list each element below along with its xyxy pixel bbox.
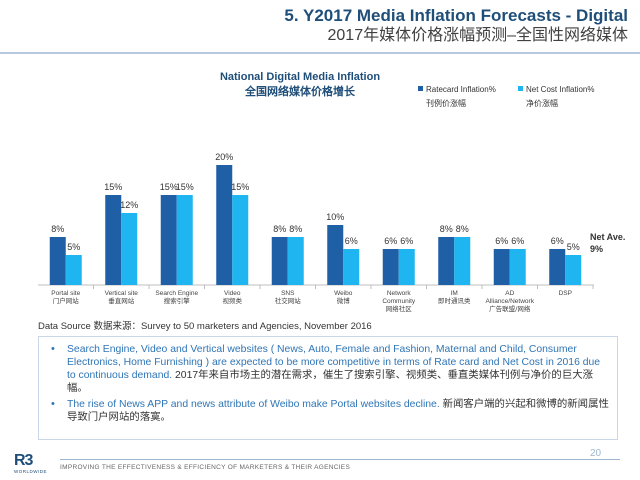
x-tick-label: SNS xyxy=(281,290,295,297)
data-label: 10% xyxy=(326,212,344,222)
bar xyxy=(438,237,455,285)
slide-title-en: 5. Y2017 Media Inflation Forecasts - Dig… xyxy=(284,6,628,25)
data-label: 15% xyxy=(160,182,178,192)
x-tick-label: AD xyxy=(505,290,514,297)
legend-label-zh: 净价涨幅 xyxy=(526,98,558,108)
note-item: • The rise of News APP and news attribut… xyxy=(51,398,609,424)
chart-title: National Digital Media Inflation xyxy=(220,71,380,83)
note-text-en: The rise of News APP and news attribute … xyxy=(67,399,440,410)
chart-subtitle: 全国网络媒体价格增长 xyxy=(244,84,356,98)
r3-logo: R3 WORLDWIDE xyxy=(14,453,52,477)
bar xyxy=(382,249,399,285)
x-tick-label-zh: 门户网站 xyxy=(53,296,80,305)
x-tick-label: Alliance/Network xyxy=(486,298,535,305)
data-label: 6% xyxy=(400,236,413,246)
bar xyxy=(454,237,471,285)
x-tick-label: Vertical site xyxy=(105,290,139,297)
data-label: 6% xyxy=(345,236,358,246)
x-tick-label: Search Engine xyxy=(155,290,198,297)
data-label: 15% xyxy=(176,182,194,192)
data-label: 8% xyxy=(440,224,453,234)
bar xyxy=(287,237,304,285)
data-label: 8% xyxy=(456,224,469,234)
bar xyxy=(549,249,566,285)
legend-label: Net Cost Inflation% xyxy=(526,85,594,94)
bar xyxy=(176,195,193,285)
x-tick-label-zh: 视频类 xyxy=(223,296,243,305)
x-tick-label: Community xyxy=(382,298,416,305)
notes-box: • Search Engine, Video and Vertical webs… xyxy=(38,336,618,440)
data-label: 6% xyxy=(495,236,508,246)
slide-title: 5. Y2017 Media Inflation Forecasts - Dig… xyxy=(284,6,628,46)
legend-swatch xyxy=(518,86,523,91)
note-item: • Search Engine, Video and Vertical webs… xyxy=(51,343,609,395)
bar xyxy=(105,195,122,285)
data-label: 6% xyxy=(384,236,397,246)
x-tick-label: DSP xyxy=(559,290,572,297)
net-average-label: Net Ave. xyxy=(590,232,625,242)
data-label: 6% xyxy=(511,236,524,246)
data-label: 8% xyxy=(289,224,302,234)
bar xyxy=(398,249,415,285)
data-label: 15% xyxy=(104,182,122,192)
inflation-bar-chart: National Digital Media Inflation全国网络媒体价格… xyxy=(38,71,625,313)
data-source: Data Source 数据来源：Survey to 50 marketers … xyxy=(38,321,372,332)
bar xyxy=(65,255,82,285)
x-tick-label: Network xyxy=(387,290,412,297)
x-tick-label-zh: 搜索引擎 xyxy=(164,296,191,305)
logo-sub: WORLDWIDE xyxy=(14,469,47,474)
data-label: 5% xyxy=(567,242,580,252)
data-label: 6% xyxy=(551,236,564,246)
page-number: 20 xyxy=(590,448,602,459)
legend-label-zh: 刊例价涨幅 xyxy=(426,98,466,108)
data-label: 15% xyxy=(231,182,249,192)
x-tick-label: Portal site xyxy=(51,290,80,297)
slide-title-zh: 2017年媒体价格涨幅预测–全国性网络媒体 xyxy=(327,27,629,44)
data-label: 5% xyxy=(67,242,80,252)
bar xyxy=(509,249,526,285)
note-text-zh: 新闻客户端的兴起和微博的新闻属性导致门户网站的落寞。 xyxy=(67,399,609,423)
footer-tagline: IMPROVING THE EFFECTIVENESS & EFFICIENCY… xyxy=(60,464,351,471)
x-tick-label-zh: 即时通讯类 xyxy=(438,296,471,305)
bar xyxy=(327,225,344,285)
bullet-icon: • xyxy=(51,398,55,410)
bar xyxy=(49,237,66,285)
bar xyxy=(121,213,138,285)
x-tick-label: Weibo xyxy=(334,290,353,297)
bullet-icon: • xyxy=(51,343,55,355)
x-tick-label: Video xyxy=(224,290,241,297)
x-tick-label-zh: 网络社区 xyxy=(386,304,413,313)
bar xyxy=(271,237,288,285)
x-tick-label-zh: 微博 xyxy=(337,296,351,305)
bar xyxy=(343,249,360,285)
x-tick-label-zh: 垂直网站 xyxy=(108,296,135,305)
data-label: 8% xyxy=(273,224,286,234)
bar xyxy=(565,255,582,285)
legend-label: Ratecard Inflation% xyxy=(426,85,496,94)
bar xyxy=(493,249,510,285)
data-label: 20% xyxy=(215,152,233,162)
legend-swatch xyxy=(418,86,423,91)
x-tick-label-zh: 社交网站 xyxy=(275,296,302,305)
note-text-en: Search Engine, Video and Vertical websit… xyxy=(67,344,601,381)
x-tick-label: IM xyxy=(451,290,458,297)
logo-mark: R3 xyxy=(14,452,33,469)
bar xyxy=(232,195,249,285)
x-tick-label-zh: 广告联盟/网络 xyxy=(489,304,531,313)
data-label: 12% xyxy=(120,200,138,210)
data-label: 8% xyxy=(51,224,64,234)
title-divider xyxy=(0,52,640,54)
note-text-zh: 2017年来自市场主的潜在需求，催生了搜索引擎、视频类、垂直类媒体刊例与净价的巨… xyxy=(67,370,593,394)
bar xyxy=(160,195,177,285)
net-average-value: 9% xyxy=(590,244,603,254)
footer-divider xyxy=(60,459,620,460)
bar xyxy=(216,165,233,285)
